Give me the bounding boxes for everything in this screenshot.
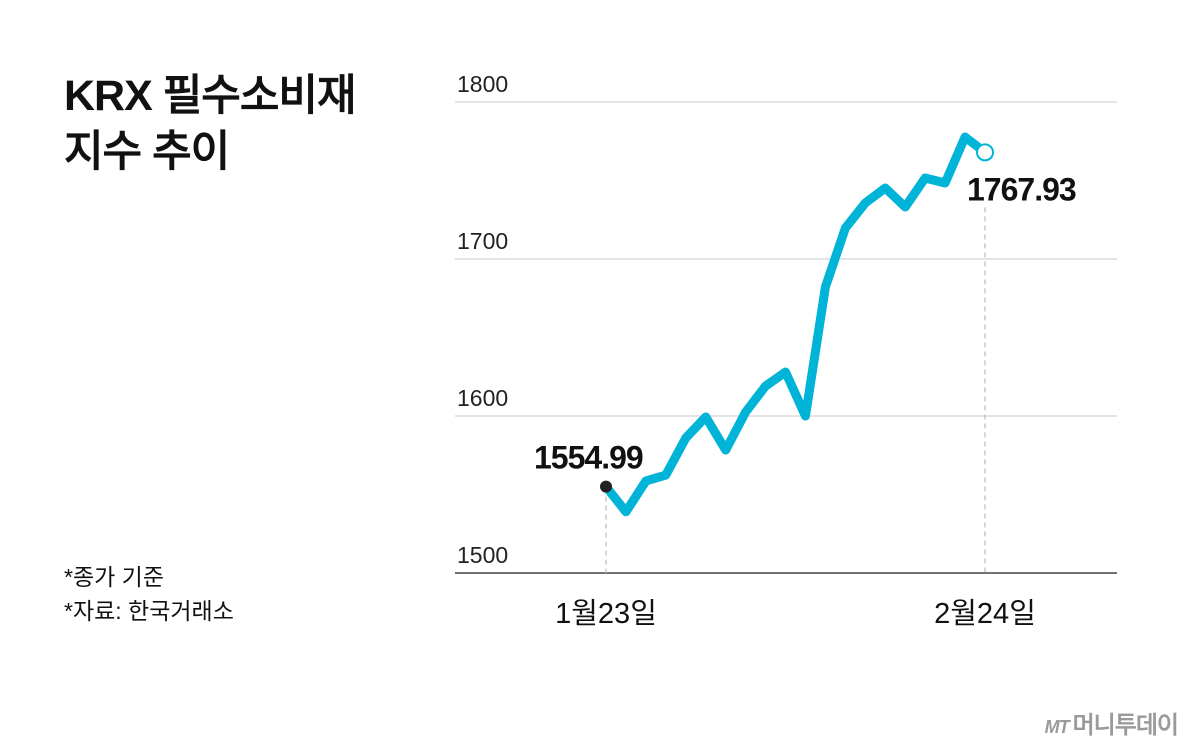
- start-point-marker: [600, 480, 612, 493]
- title-line-1: KRX 필수소비재: [64, 72, 357, 120]
- y-tick-label: 1600: [457, 385, 508, 411]
- chart-title: KRX 필수소비재 지수 추이: [64, 68, 357, 180]
- logo: MT 머니투데이: [1044, 705, 1179, 740]
- chart-notes: *종가 기준 *자료: 한국거래소: [64, 560, 234, 628]
- series-line: [601, 132, 990, 517]
- note-source: *자료: 한국거래소: [64, 598, 234, 624]
- x-tick-label: 2월24일: [934, 597, 1036, 630]
- logo-mark: MT: [1044, 717, 1070, 737]
- note-basis: *종가 기준: [64, 564, 164, 590]
- y-tick-label: 1500: [457, 542, 508, 568]
- x-tick-label: 1월23일: [555, 597, 657, 630]
- data-label-end: 1767.93: [967, 171, 1076, 207]
- title-line-2: 지수 추이: [64, 128, 230, 176]
- logo-text: 머니투데이: [1072, 712, 1179, 739]
- end-point-marker: [976, 143, 994, 162]
- y-tick-label: 1700: [457, 228, 508, 254]
- data-label-start: 1554.99: [534, 440, 643, 476]
- y-tick-label: 1800: [457, 71, 508, 97]
